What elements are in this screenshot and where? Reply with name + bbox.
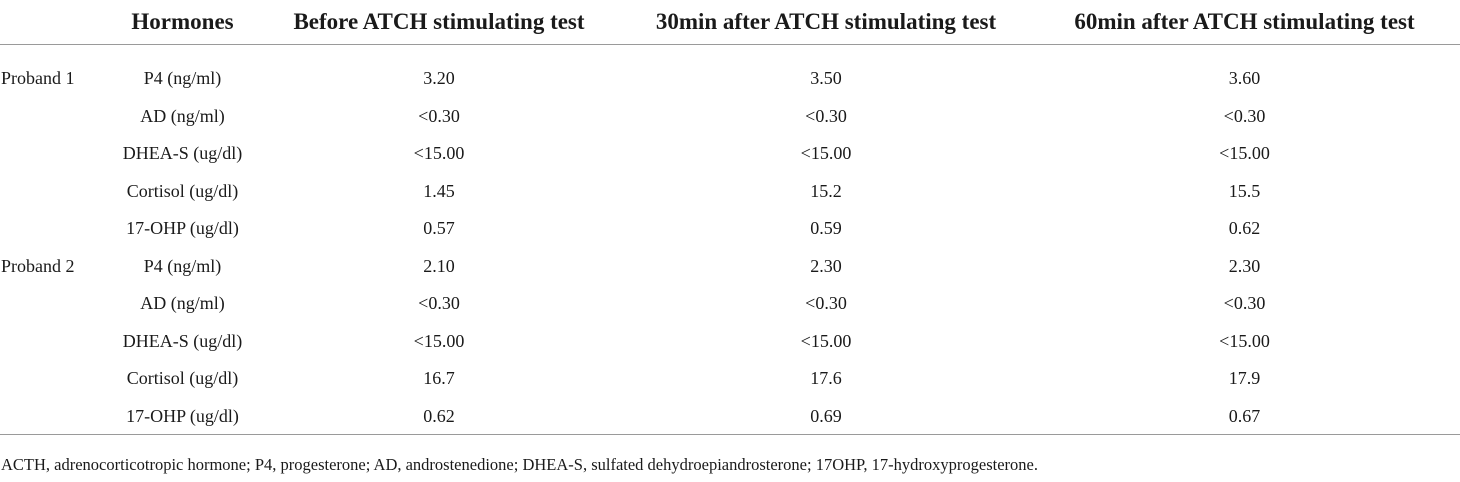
hormone-cell: 17-OHP (ug/dl) [126, 218, 239, 239]
after-60min-value-cell: 0.62 [1228, 218, 1261, 239]
after-60min-value-cell: 0.67 [1228, 405, 1261, 426]
group-cell [0, 135, 110, 173]
table-footnote: ACTH, adrenocorticotropic hormone; P4, p… [1, 455, 1038, 474]
group-cell [0, 210, 110, 248]
after-60min-value-cell: 15.5 [1228, 180, 1261, 201]
hormone-cell: 17-OHP (ug/dl) [126, 405, 239, 426]
table-body: Proband 1 P4 (ng/ml) 3.20 3.50 3.60 AD (ng/ml… [0, 60, 1460, 441]
after-30min-value-cell: 2.30 [810, 255, 842, 276]
after-30min-value-cell: 0.59 [810, 218, 842, 239]
header-hormones: Hormones [131, 9, 234, 34]
table-row: 17-OHP (ug/dl) 0.62 0.69 0.67 [0, 398, 1460, 442]
group-cell [0, 285, 110, 323]
table-header-row: Hormones Before ATCH stimulating test 30… [0, 0, 1460, 45]
before-value-cell: <15.00 [413, 330, 465, 351]
hormone-table: Hormones Before ATCH stimulating test 30… [0, 0, 1460, 441]
table-row: AD (ng/ml) <0.30 <0.30 <0.30 [0, 98, 1460, 136]
after-60min-value-cell: <0.30 [1223, 293, 1266, 314]
table-bottom-rule [0, 434, 1460, 435]
after-30min-value-cell: 17.6 [810, 368, 842, 389]
after-60min-value-cell: 2.30 [1228, 255, 1261, 276]
before-value-cell: <0.30 [418, 105, 460, 126]
table-spacer [0, 45, 1460, 61]
after-60min-value-cell: 3.60 [1228, 68, 1261, 89]
after-60min-value-cell: <15.00 [1219, 143, 1270, 164]
hormone-cell: P4 (ng/ml) [143, 255, 222, 276]
hormone-cell: P4 (ng/ml) [143, 68, 222, 89]
table-row: Proband 2 P4 (ng/ml) 2.10 2.30 2.30 [0, 248, 1460, 286]
before-value-cell: 2.10 [423, 255, 455, 276]
group-cell: Proband 1 [1, 68, 75, 89]
table-row: DHEA-S (ug/dl) <15.00 <15.00 <15.00 [0, 323, 1460, 361]
before-value-cell: 3.20 [423, 68, 455, 89]
hormone-cell: DHEA-S (ug/dl) [122, 330, 243, 351]
table-row: 17-OHP (ug/dl) 0.57 0.59 0.62 [0, 210, 1460, 248]
group-cell: Proband 2 [1, 255, 75, 276]
hormone-cell: AD (ng/ml) [140, 293, 225, 314]
before-value-cell: 0.57 [423, 218, 455, 239]
table-row: Cortisol (ug/dl) 16.7 17.6 17.9 [0, 360, 1460, 398]
table-row: Proband 1 P4 (ng/ml) 3.20 3.50 3.60 [0, 60, 1460, 98]
hormone-table-container: Hormones Before ATCH stimulating test 30… [0, 0, 1460, 441]
before-value-cell: 16.7 [423, 368, 455, 389]
after-60min-value-cell: <15.00 [1219, 330, 1270, 351]
table-row: AD (ng/ml) <0.30 <0.30 <0.30 [0, 285, 1460, 323]
before-value-cell: <0.30 [418, 293, 460, 314]
hormone-cell: DHEA-S (ug/dl) [122, 143, 243, 164]
after-30min-value-cell: 3.50 [810, 68, 842, 89]
after-30min-value-cell: 15.2 [810, 180, 842, 201]
after-60min-value-cell: <0.30 [1223, 105, 1266, 126]
after-60min-value-cell: 17.9 [1228, 368, 1261, 389]
group-cell [0, 98, 110, 136]
before-value-cell: 1.45 [423, 180, 455, 201]
after-30min-value-cell: <15.00 [800, 143, 852, 164]
hormone-cell: Cortisol (ug/dl) [126, 368, 239, 389]
after-30min-value-cell: 0.69 [810, 405, 842, 426]
hormone-cell: AD (ng/ml) [140, 105, 225, 126]
header-group [0, 0, 110, 45]
group-cell [0, 360, 110, 398]
header-before-test: Before ATCH stimulating test [293, 9, 585, 34]
group-cell [0, 323, 110, 361]
after-30min-value-cell: <0.30 [805, 105, 847, 126]
after-30min-value-cell: <0.30 [805, 293, 847, 314]
group-cell [0, 173, 110, 211]
after-30min-value-cell: <15.00 [800, 330, 852, 351]
header-30min-after: 30min after ATCH stimulating test [655, 9, 997, 34]
table-row: DHEA-S (ug/dl) <15.00 <15.00 <15.00 [0, 135, 1460, 173]
header-60min-after: 60min after ATCH stimulating test [1074, 9, 1415, 34]
hormone-cell: Cortisol (ug/dl) [126, 180, 239, 201]
table-row: Cortisol (ug/dl) 1.45 15.2 15.5 [0, 173, 1460, 211]
before-value-cell: 0.62 [423, 405, 455, 426]
before-value-cell: <15.00 [413, 143, 465, 164]
